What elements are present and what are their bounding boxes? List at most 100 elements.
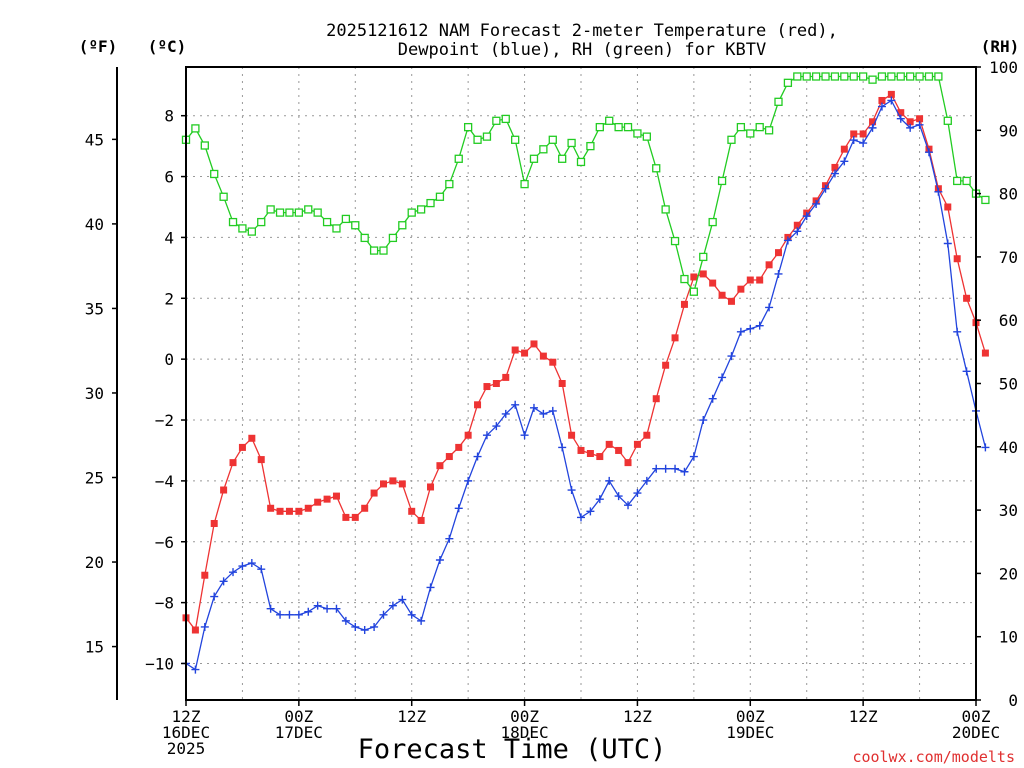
2-meter-temperature-point — [624, 459, 632, 467]
celsius-tick-label: 8 — [164, 107, 174, 126]
rh-tick-label: 80 — [999, 185, 1018, 204]
rh-point — [238, 224, 247, 233]
rh-line — [185, 75, 986, 294]
rh-point — [934, 72, 943, 81]
rh-point — [379, 246, 388, 255]
dewpoint-point — [614, 492, 623, 501]
dewpoint-point — [191, 665, 200, 674]
dewpoint-point — [276, 610, 285, 619]
2-meter-temperature-point — [332, 492, 340, 500]
2-meter-temperature-point — [285, 507, 293, 515]
rh-point — [322, 217, 332, 227]
2-meter-temperature-point — [586, 449, 594, 457]
rh-point — [548, 135, 557, 144]
rh-point — [511, 135, 520, 144]
celsius-tick-label: −10 — [145, 654, 174, 673]
x-axis-label: Forecast Time (UTC) — [358, 734, 667, 765]
dewpoint-point — [445, 534, 454, 543]
rh-point — [586, 141, 595, 151]
2-meter-temperature-point — [276, 507, 284, 515]
2-meter-temperature-point — [238, 443, 246, 451]
dewpoint-point — [247, 559, 256, 568]
rh-point — [595, 122, 604, 132]
dewpoint-point — [727, 352, 736, 361]
x-tick-label: 00Z — [510, 707, 539, 726]
rh-point — [896, 72, 905, 81]
rh-point — [614, 122, 623, 132]
dewpoint-point — [398, 595, 407, 604]
rh-point — [746, 129, 755, 138]
rh-point — [868, 75, 877, 84]
rh-tick-label: 40 — [999, 438, 1018, 457]
2-meter-temperature-point — [483, 383, 491, 391]
rh-point — [520, 179, 529, 189]
2-meter-temperature-point — [652, 395, 660, 403]
rh-point — [435, 192, 445, 201]
x-tick-label: 17DEC — [275, 723, 323, 742]
2-meter-temperature-point — [361, 504, 369, 512]
dewpoint-point — [981, 443, 990, 452]
dewpoint-point — [671, 464, 680, 473]
dewpoint-point — [586, 507, 595, 516]
2-meter-temperature-point — [323, 495, 331, 503]
x-tick-label: 12Z — [172, 707, 201, 726]
dewpoint-point — [943, 239, 952, 248]
celsius-tick-label: 0 — [164, 350, 174, 369]
2-meter-temperature-point — [775, 249, 782, 257]
dewpoint-point — [388, 601, 397, 610]
dewpoint-point — [529, 403, 538, 412]
2-meter-temperature-point — [492, 380, 500, 387]
rh-point — [830, 72, 840, 81]
x-tick-label: 20DEC — [952, 723, 1000, 742]
dewpoint-point — [765, 303, 774, 312]
2-meter-temperature-point — [408, 507, 416, 515]
chart-subtitle: Dewpoint (blue), RH (green) for KBTV — [398, 40, 766, 60]
dewpoint-point — [313, 601, 322, 610]
rh-point — [539, 145, 548, 154]
2-meter-temperature-point — [558, 380, 566, 387]
rh-tick-label: 70 — [999, 248, 1018, 267]
2-meter-temperature-point — [887, 90, 895, 98]
dewpoint-point — [642, 476, 651, 485]
2-meter-temperature-point — [699, 270, 707, 278]
rh-point — [426, 198, 435, 208]
2-meter-temperature-point — [549, 358, 557, 366]
rh-point — [764, 126, 774, 135]
rh-point — [793, 72, 802, 81]
dewpoint-point — [652, 464, 661, 473]
axes: −10−8−6−4−202468010203040506070809010015… — [85, 58, 1018, 758]
2-meter-temperature-point — [389, 477, 397, 485]
dewpoint-point — [294, 610, 303, 619]
rh-point — [529, 154, 539, 163]
rh-point — [642, 132, 651, 141]
rh-point — [200, 141, 209, 150]
dewpoint-point — [332, 604, 341, 613]
rh-tick-label: 90 — [999, 121, 1018, 140]
celsius-tick-label: 2 — [164, 289, 174, 308]
rh-point — [341, 214, 351, 224]
rh-tick-label: 50 — [999, 375, 1018, 394]
rh-tick-label: 30 — [999, 501, 1018, 520]
rh-point — [802, 72, 811, 81]
rh-point — [473, 135, 482, 144]
2-meter-temperature-point — [267, 504, 275, 512]
2-meter-temperature-point — [840, 145, 848, 153]
rh-point — [454, 154, 463, 163]
dewpoint-point — [859, 139, 868, 148]
dewpoint-point — [605, 476, 614, 485]
dewpoint-point — [840, 157, 849, 166]
rh-point — [257, 217, 266, 227]
dewpoint-point — [812, 199, 821, 208]
rh-point — [953, 176, 962, 186]
rh-point — [351, 221, 360, 230]
2-meter-temperature-point — [201, 571, 209, 579]
2-meter-temperature-point — [370, 489, 378, 497]
rh-point — [369, 246, 379, 255]
rh-point — [906, 72, 915, 81]
rh-point — [219, 192, 228, 201]
dewpoint-point — [520, 431, 529, 440]
series-layer — [181, 72, 990, 674]
rh-point — [727, 135, 736, 144]
dewpoint-point — [896, 114, 905, 123]
grid-lines — [186, 67, 976, 700]
